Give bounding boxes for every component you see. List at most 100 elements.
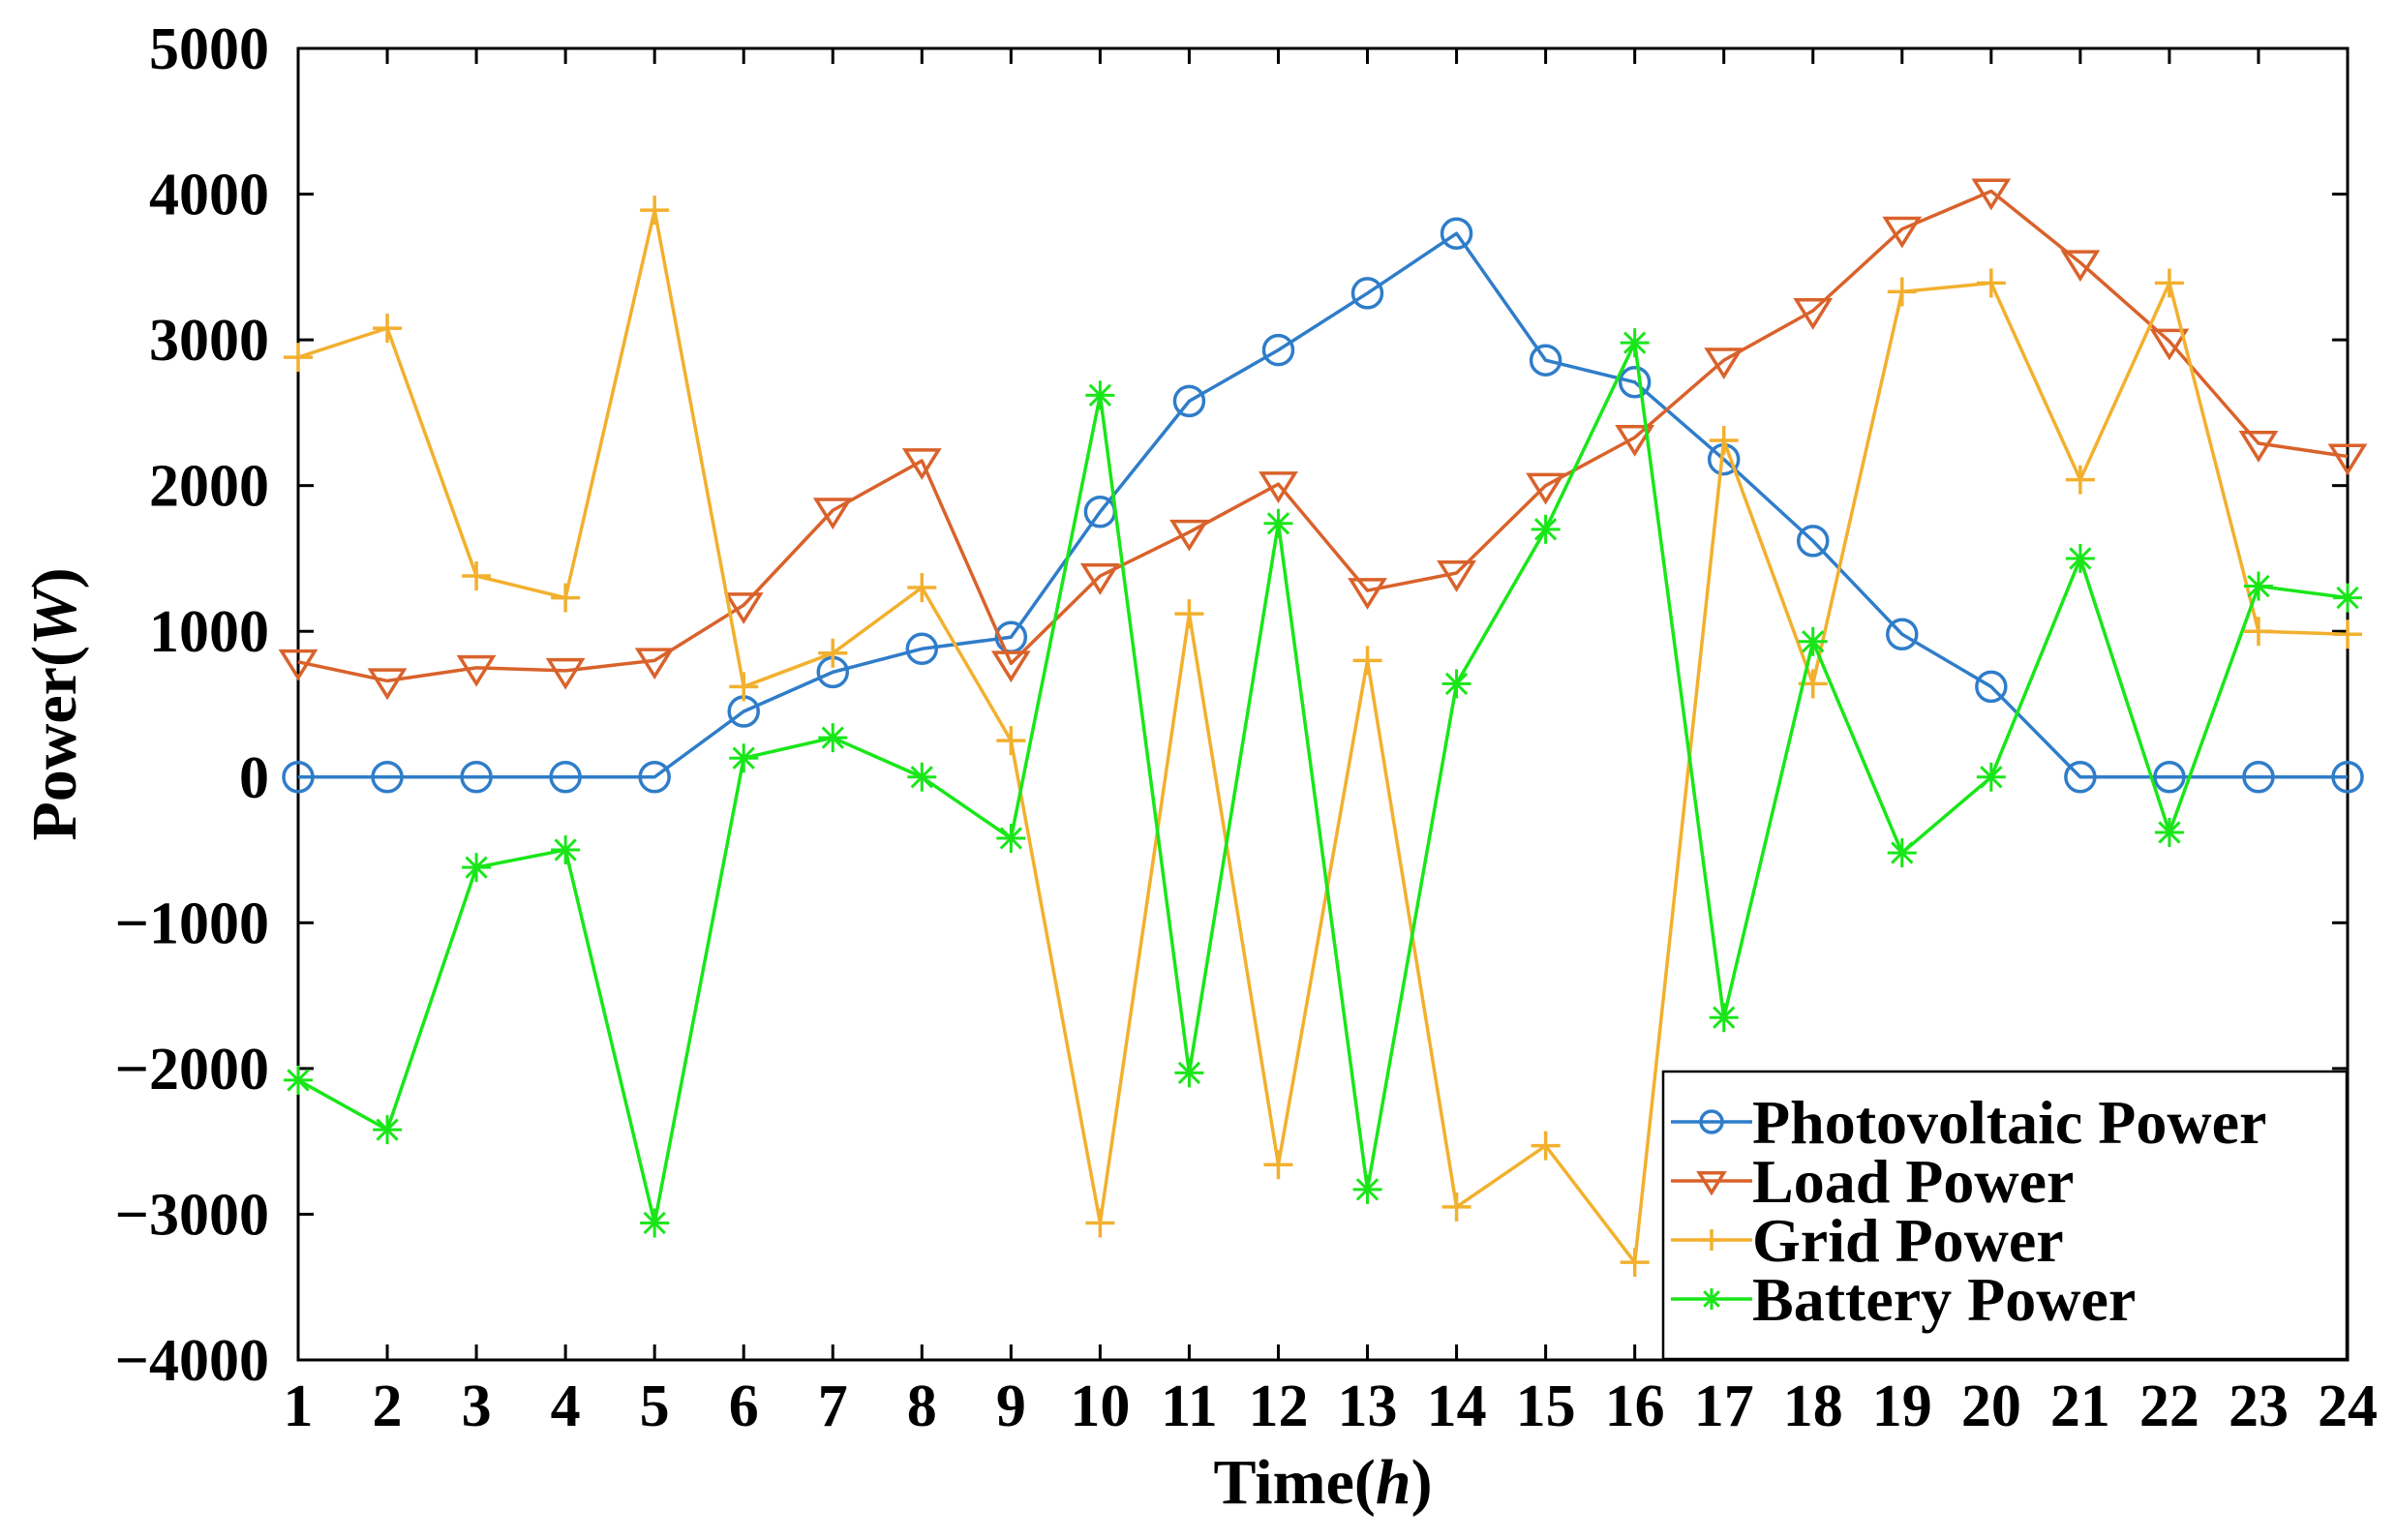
data-point xyxy=(634,648,675,680)
data-point xyxy=(996,824,1026,854)
asterisk-marker-stroke xyxy=(1623,331,1647,354)
data-point xyxy=(1620,1248,1650,1278)
series-line xyxy=(297,208,2349,1264)
asterisk-marker-stroke xyxy=(554,838,577,861)
triangle-marker-shape xyxy=(1526,472,1566,505)
data-point xyxy=(905,632,939,666)
data-point xyxy=(640,1208,670,1238)
legend-marker xyxy=(1701,1229,1722,1251)
data-point xyxy=(1259,471,1298,503)
y-tick-label: 4000 xyxy=(149,163,269,228)
circle-marker-shape xyxy=(1886,618,1919,650)
y-axis-title: Power(W) xyxy=(19,567,90,840)
y-tick-label: 1000 xyxy=(149,599,269,665)
data-point xyxy=(2238,431,2279,463)
plot-frame xyxy=(296,46,2350,1362)
circle-marker-shape xyxy=(2331,761,2364,794)
circle-marker-shape xyxy=(638,761,671,794)
circle-marker-shape xyxy=(2064,761,2097,794)
data-point xyxy=(456,654,497,687)
data-point xyxy=(282,761,315,794)
triangle-marker-shape xyxy=(1169,519,1209,552)
asterisk-marker-stroke xyxy=(465,856,488,879)
triangle-marker-shape xyxy=(1704,347,1744,380)
asterisk-marker-stroke xyxy=(2247,574,2270,598)
x-tick-label: 13 xyxy=(1338,1374,1398,1439)
series-line xyxy=(297,189,2349,683)
circle-marker-shape xyxy=(905,632,939,666)
triangle-marker-shape xyxy=(1696,1171,1727,1196)
data-point xyxy=(638,761,671,794)
circle-marker-shape xyxy=(1529,344,1562,377)
x-tick-label: 16 xyxy=(1605,1374,1665,1439)
data-point xyxy=(1350,277,1384,310)
data-point xyxy=(1887,277,1917,307)
data-point xyxy=(1531,1131,1561,1161)
x-tick-label: 18 xyxy=(1783,1374,1843,1439)
x-tick-label: 22 xyxy=(2139,1374,2199,1439)
data-point xyxy=(2065,543,2095,573)
triangle-marker-shape xyxy=(1348,578,1387,610)
legend-label: Battery Power xyxy=(1752,1265,2136,1334)
triangle-marker-shape xyxy=(1615,424,1655,457)
data-point xyxy=(818,723,848,753)
triangle-marker-shape xyxy=(1793,298,1834,330)
x-tick-label: 6 xyxy=(729,1374,759,1439)
circle-marker-shape xyxy=(1618,366,1652,399)
x-tick-label: 21 xyxy=(2050,1374,2110,1439)
data-point xyxy=(1172,384,1206,418)
triangle-marker-shape xyxy=(1259,471,1298,503)
asterisk-marker-stroke xyxy=(821,726,844,749)
x-tick-label: 15 xyxy=(1516,1374,1576,1439)
data-point xyxy=(1882,216,1923,249)
circle-marker-shape xyxy=(1796,525,1830,558)
data-point xyxy=(2154,817,2184,847)
data-point xyxy=(1531,514,1561,544)
series-1 xyxy=(278,178,2368,701)
asterisk-marker-stroke xyxy=(1713,1006,1736,1029)
asterisk-marker-stroke xyxy=(732,746,755,770)
data-point xyxy=(1793,298,1834,330)
series-3 xyxy=(284,328,2362,1238)
triangle-marker-shape xyxy=(1971,178,2012,211)
data-point xyxy=(2333,583,2362,613)
asterisk-marker-stroke xyxy=(1088,383,1112,407)
y-tick-label: −4000 xyxy=(115,1328,269,1394)
asterisk-marker-stroke xyxy=(1891,841,1914,864)
triangle-marker-shape xyxy=(812,498,853,530)
asterisk-marker-stroke xyxy=(1802,630,1825,653)
data-point xyxy=(1263,508,1293,538)
data-point xyxy=(373,1115,403,1145)
data-point xyxy=(1174,599,1204,629)
asterisk-marker-stroke xyxy=(1703,1290,1720,1308)
triangle-marker-shape xyxy=(1882,216,1923,249)
triangle-marker-shape xyxy=(1079,563,1120,595)
triangle-marker-shape xyxy=(278,649,318,681)
data-point xyxy=(1796,525,1830,558)
triangle-marker-shape xyxy=(990,650,1031,683)
legend-label: Load Power xyxy=(1752,1147,2074,1216)
x-tick-label: 17 xyxy=(1694,1374,1754,1439)
data-point xyxy=(2149,328,2190,361)
series-0 xyxy=(282,217,2364,794)
data-point xyxy=(990,650,1031,683)
data-point xyxy=(907,762,937,792)
data-point xyxy=(549,761,582,794)
circle-marker-shape xyxy=(1975,670,2008,704)
triangle-marker-shape xyxy=(901,448,942,480)
asterisk-marker-stroke xyxy=(2158,821,2181,844)
data-point xyxy=(1529,344,1562,377)
legend-label: Photovoltaic Power xyxy=(1752,1088,2266,1157)
x-tick-label: 19 xyxy=(1872,1374,1932,1439)
series-line xyxy=(298,231,2348,779)
asterisk-marker-stroke xyxy=(1355,1178,1380,1201)
triangle-marker-shape xyxy=(1437,560,1476,592)
data-point xyxy=(1348,578,1387,610)
asterisk-marker-stroke xyxy=(2069,547,2092,570)
x-tick-label: 5 xyxy=(640,1374,670,1439)
legend-marker xyxy=(1701,1288,1722,1310)
data-point xyxy=(1085,380,1115,410)
data-point xyxy=(996,726,1026,756)
data-point xyxy=(1079,563,1120,595)
